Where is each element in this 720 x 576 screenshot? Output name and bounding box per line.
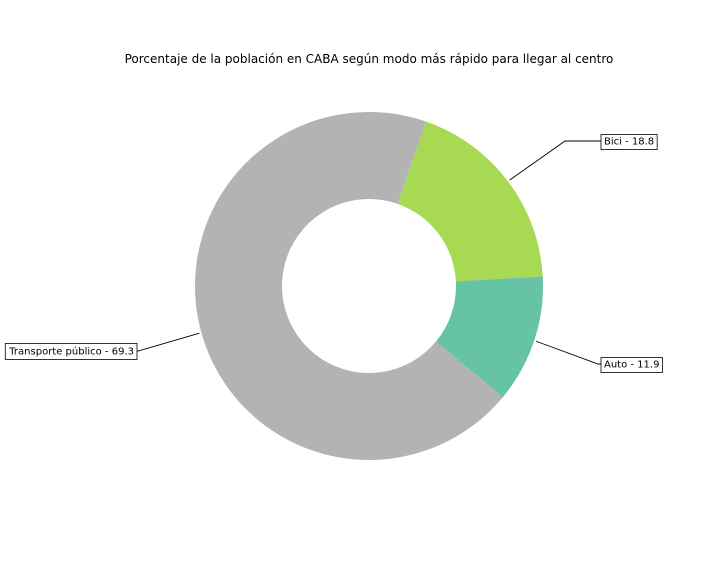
leader-line <box>509 140 604 181</box>
leader-line <box>134 332 200 352</box>
slice-auto <box>435 276 543 398</box>
donut-slices <box>195 111 543 460</box>
slice-label-box <box>4 343 138 360</box>
slice-bici <box>397 121 543 282</box>
slice-label-box <box>600 134 658 150</box>
chart-title: Porcentaje de la población en CABA según… <box>125 52 614 66</box>
slice-transporte-p-blico <box>195 111 503 460</box>
slice-label: Transporte público - 69.3 <box>8 346 134 358</box>
leader-line <box>535 340 604 365</box>
slice-labels: Bici - 18.8 Auto - 11.9 Transporte público… <box>4 134 663 373</box>
slice-label-box <box>600 357 663 373</box>
slice-label: Bici - 18.8 <box>604 137 654 148</box>
slice-label: Auto - 11.9 <box>604 360 659 371</box>
